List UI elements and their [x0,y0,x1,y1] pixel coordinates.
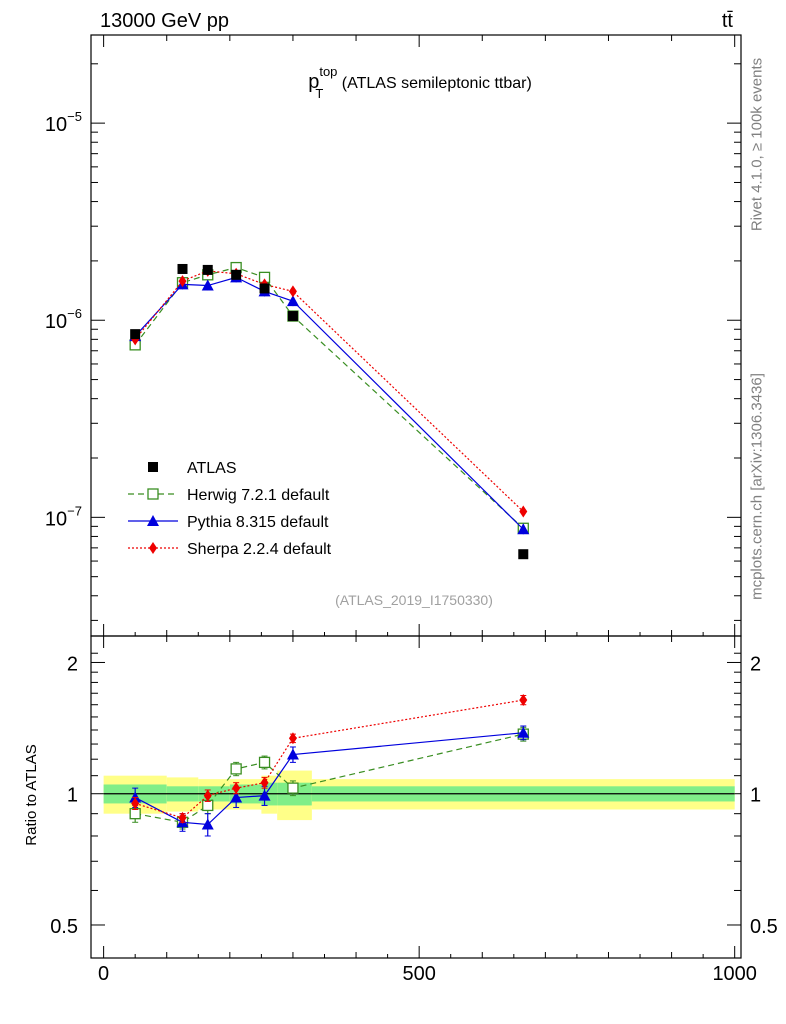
rivet-version-label: Rivet 4.1.0, ≥ 100k events [748,57,766,232]
ratio-point [519,694,528,707]
ratio-point [178,811,187,824]
ratio-point [203,789,212,802]
ratio-point [230,763,242,775]
ratio-point [129,808,141,820]
ratio-point [286,748,299,760]
main-panel: 10−5 10−6 10−7 [45,34,742,637]
legend-label: Pythia 8.315 default [187,514,329,531]
series-2 [131,264,528,518]
legend-entry-data: ATLAS [148,460,237,477]
series-point [517,523,530,535]
data-point [518,549,529,560]
ratio-y-tick-label: 2 [67,653,78,675]
ratio-y-tick-label-right: 2 [750,653,761,675]
legend-entry-0: Herwig 7.2.1 default [128,487,330,504]
ratio-point [131,797,140,810]
legend-marker [147,488,159,500]
legend-entry-2: Sherpa 2.2.4 default [128,541,332,558]
ratio-y-tick-label-right: 0.5 [750,916,778,938]
ratio-point [230,791,243,803]
series-point [178,275,187,288]
legend-marker [148,462,158,472]
main-y-ticks: 10−5 10−6 10−7 [45,63,741,621]
legend-entry-1: Pythia 8.315 default [128,514,329,531]
ratio-frame [90,635,742,959]
ratio-point [260,776,269,789]
series-point [201,279,214,291]
analysis-watermark: (ATLAS_2019_I1750330) [335,592,493,608]
data-point [202,264,213,275]
ratio-axis-label: Ratio to ATLAS [23,744,40,845]
x-tick-label: 0 [98,963,109,985]
legend-label: Sherpa 2.2.4 default [187,541,332,558]
ratio-point [258,756,271,769]
ratio-point [287,782,299,794]
x-tick-label: 500 [402,963,435,985]
ratio-y-ticks: 0.5 0.5 1 1 2 2 [50,652,778,938]
legend-label: Herwig 7.2.1 default [187,487,330,504]
legend-marker [147,515,159,526]
mcplots-label: mcplots.cern.ch [arXiv:1306.3436] [748,373,766,600]
series-point [519,505,528,518]
y-tick-label: 10−6 [45,306,82,333]
ratio-series-2 [131,694,528,824]
y-tick-label: 10−7 [45,503,82,530]
uncertainty-bands [103,770,735,821]
energy-label: 13000 GeV pp [100,10,229,32]
legend-label: ATLAS [187,460,237,477]
legend-marker [149,542,157,554]
series-point [286,295,299,307]
ratio-point [288,732,297,745]
legend: ATLAS Herwig 7.2.1 default Pythia 8.315 de… [128,460,332,558]
process-label: tt̄ [722,10,734,32]
y-tick-label: 10−5 [45,109,82,136]
ratio-y-tick-label-right: 1 [750,785,761,807]
data-point [231,269,242,280]
data-point [130,329,141,340]
data-points [130,263,529,560]
ratio-point [517,726,530,738]
ratio-y-tick-label: 1 [67,785,78,807]
x-tick-label: 1000 [712,963,757,985]
ratio-point [201,818,214,830]
ratio-point [258,789,271,801]
data-point [259,283,270,294]
ratio-point [232,782,241,795]
data-point [177,263,188,274]
x-ticks: 0 500 1000 [98,35,757,985]
data-point [287,311,298,322]
ratio-panel: 0.5 0.5 1 1 2 2 [50,635,778,959]
series-point [288,285,297,298]
ratio-y-tick-label: 0.5 [50,916,78,938]
plot-title: ptop T (ATLAS semileptonic ttbar) [308,64,532,101]
